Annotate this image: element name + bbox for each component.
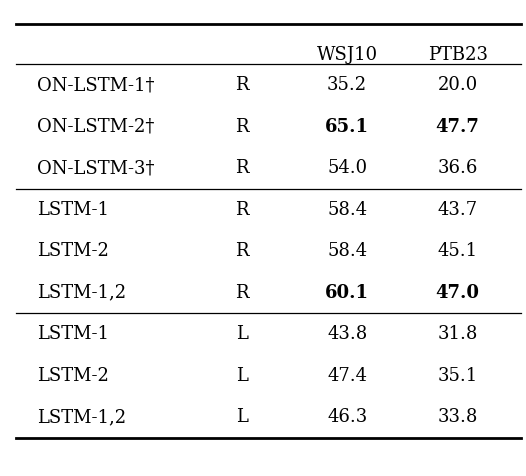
Text: 35.2: 35.2 bbox=[327, 76, 367, 94]
Text: LSTM-1,2: LSTM-1,2 bbox=[37, 284, 126, 302]
Text: 47.0: 47.0 bbox=[436, 284, 480, 302]
Text: 36.6: 36.6 bbox=[438, 159, 478, 177]
Text: LSTM-2: LSTM-2 bbox=[37, 367, 109, 385]
Text: R: R bbox=[235, 284, 249, 302]
Text: 47.4: 47.4 bbox=[327, 367, 367, 385]
Text: LSTM-1: LSTM-1 bbox=[37, 325, 109, 343]
Text: ON-LSTM-1†: ON-LSTM-1† bbox=[37, 76, 154, 94]
Text: 33.8: 33.8 bbox=[438, 408, 478, 426]
Text: 65.1: 65.1 bbox=[325, 118, 369, 136]
Text: 35.1: 35.1 bbox=[438, 367, 478, 385]
Text: L: L bbox=[236, 325, 248, 343]
Text: 58.4: 58.4 bbox=[327, 242, 367, 260]
Text: 54.0: 54.0 bbox=[327, 159, 367, 177]
Text: L: L bbox=[236, 408, 248, 426]
Text: R: R bbox=[235, 200, 249, 218]
Text: ON-LSTM-2†: ON-LSTM-2† bbox=[37, 118, 154, 136]
Text: R: R bbox=[235, 242, 249, 260]
Text: 46.3: 46.3 bbox=[327, 408, 367, 426]
Text: ON-LSTM-3†: ON-LSTM-3† bbox=[37, 159, 154, 177]
Text: 31.8: 31.8 bbox=[438, 325, 478, 343]
Text: L: L bbox=[236, 367, 248, 385]
Text: R: R bbox=[235, 159, 249, 177]
Text: 60.1: 60.1 bbox=[325, 284, 369, 302]
Text: 20.0: 20.0 bbox=[438, 76, 478, 94]
Text: R: R bbox=[235, 118, 249, 136]
Text: PTB23: PTB23 bbox=[428, 46, 488, 64]
Text: LSTM-2: LSTM-2 bbox=[37, 242, 109, 260]
Text: 58.4: 58.4 bbox=[327, 200, 367, 218]
Text: 45.1: 45.1 bbox=[438, 242, 478, 260]
Text: 43.8: 43.8 bbox=[327, 325, 367, 343]
Text: WSJ10: WSJ10 bbox=[317, 46, 378, 64]
Text: 43.7: 43.7 bbox=[438, 200, 478, 218]
Text: LSTM-1,2: LSTM-1,2 bbox=[37, 408, 126, 426]
Text: R: R bbox=[235, 76, 249, 94]
Text: 47.7: 47.7 bbox=[436, 118, 480, 136]
Text: LSTM-1: LSTM-1 bbox=[37, 200, 109, 218]
